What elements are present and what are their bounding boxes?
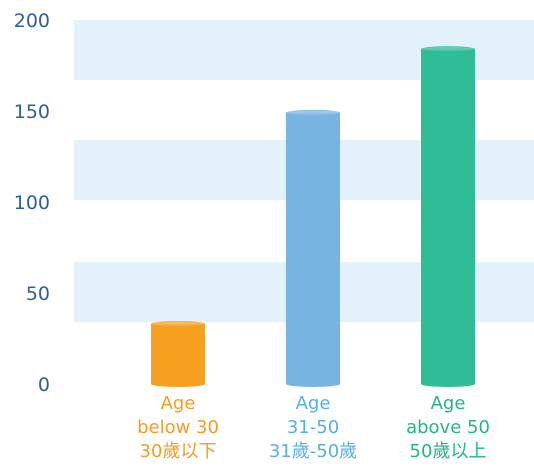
x-axis: Age below 30 30歲以下 Age 31-50 31歲-50歲 Age above …	[137, 393, 490, 462]
y-tick-label: 0	[38, 374, 50, 396]
y-tick-label: 150	[14, 101, 50, 123]
bar-base	[421, 381, 475, 387]
x-tick-label: above 50	[406, 417, 490, 438]
y-tick-label: 50	[26, 283, 50, 305]
bar	[286, 112, 340, 384]
y-tick-label: 200	[14, 10, 50, 32]
bar-top-highlight	[422, 47, 474, 52]
bar-top-highlight	[287, 110, 339, 115]
bars	[151, 46, 475, 387]
bar-base	[151, 381, 205, 387]
x-tick-label: 31-50	[287, 417, 339, 438]
x-tick-label: Age	[161, 393, 196, 414]
bar-base	[286, 381, 340, 387]
y-tick-label: 100	[14, 192, 50, 214]
x-tick-label: below 30	[137, 417, 219, 438]
x-tick-label: 31歲-50歲	[269, 441, 357, 462]
y-axis: 0 50 100 150 200	[14, 10, 50, 396]
bar-top	[286, 109, 340, 116]
bar-top-highlight	[152, 321, 204, 326]
x-tick-label: 30歲以下	[140, 441, 217, 462]
bar-top	[421, 46, 475, 53]
bar	[421, 49, 475, 385]
x-tick-label: 50歲以上	[410, 441, 487, 462]
bar	[151, 323, 205, 384]
x-tick-label: Age	[296, 393, 331, 414]
x-tick-label: Age	[431, 393, 466, 414]
bar-top	[151, 320, 205, 327]
